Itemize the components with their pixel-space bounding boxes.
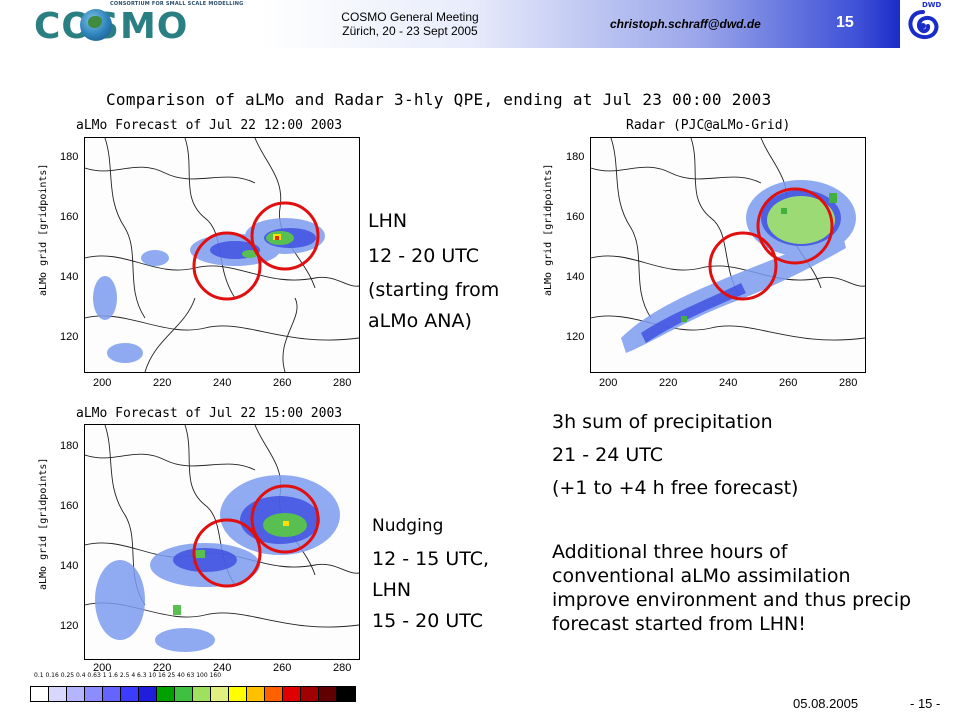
y-tick: 120 [60, 331, 79, 343]
footer-page-number: - 15 - [910, 696, 941, 711]
x-tick: 200 [599, 377, 618, 389]
panel-title-top-right: Radar (PJC@aLMo-Grid) [626, 118, 791, 133]
x-tick: 280 [839, 377, 858, 389]
color-scale-swatch [301, 687, 319, 701]
color-scale-swatch [337, 687, 355, 701]
meeting-title: COSMO General Meeting [341, 10, 479, 24]
color-scale-swatch [175, 687, 193, 701]
sum-line-1: 3h sum of precipitation [552, 411, 773, 433]
y-axis-label-top-left: aLMo grid [gridpoints] [38, 163, 49, 296]
nudging-line-3: LHN [372, 579, 412, 601]
lhn-line-2: 12 - 20 UTC [368, 245, 479, 267]
map-top-left [84, 137, 360, 373]
x-tick: 200 [93, 662, 112, 674]
y-axis-label-top-right: aLMo grid [gridpoints] [543, 163, 554, 296]
color-scale-swatch [121, 687, 139, 701]
meeting-info: COSMO General Meeting Zürich, 20 - 23 Se… [300, 10, 520, 38]
lhn-line-4: aLMo ANA) [368, 310, 472, 332]
color-scale-swatch [229, 687, 247, 701]
footer-date: 05.08.2005 [793, 696, 859, 711]
dwd-swirl-icon [908, 10, 939, 39]
x-tick: 240 [213, 377, 232, 389]
sum-line-3: (+1 to +4 h free forecast) [552, 477, 799, 499]
color-scale-swatch [67, 687, 85, 701]
y-tick: 160 [60, 500, 79, 512]
y-tick: 140 [566, 271, 585, 283]
nudging-line-2: 12 - 15 UTC, [372, 548, 490, 570]
x-tick: 200 [93, 377, 112, 389]
globe-icon [80, 9, 112, 41]
x-tick: 260 [273, 662, 292, 674]
x-tick: 220 [153, 377, 172, 389]
lhn-line-3: (starting from [368, 279, 500, 301]
cosmo-logo: CONSORTIUM FOR SMALL SCALE MODELLING COS… [34, 0, 243, 47]
panel-title-top-left: aLMo Forecast of Jul 22 12:00 2003 [76, 118, 343, 133]
logo-tagline: CONSORTIUM FOR SMALL SCALE MODELLING [110, 1, 244, 7]
color-scale-swatch [265, 687, 283, 701]
color-scale [30, 686, 356, 702]
lhn-line-1: LHN [368, 210, 408, 232]
color-scale-swatch [103, 687, 121, 701]
x-tick: 240 [213, 662, 232, 674]
slide-header: CONSORTIUM FOR SMALL SCALE MODELLING COS… [0, 0, 960, 48]
conclusion-paragraph: Additional three hours of conventional a… [552, 541, 912, 635]
color-scale-swatch [85, 687, 103, 701]
color-scale-swatch [31, 687, 49, 701]
nudging-line-1: Nudging [372, 516, 444, 536]
sum-line-2: 21 - 24 UTC [552, 444, 663, 466]
map-graphic-top-left [85, 138, 359, 372]
map-top-right [590, 137, 866, 373]
panel-title-bottom-left: aLMo Forecast of Jul 22 15:00 2003 [76, 406, 343, 421]
y-tick: 160 [566, 211, 585, 223]
y-tick: 180 [566, 151, 585, 163]
x-tick: 260 [779, 377, 798, 389]
main-title: Comparison of aLMo and Radar 3-hly QPE, … [106, 90, 772, 109]
color-scale-swatch [247, 687, 265, 701]
author-email: christoph.schraff@dwd.de [610, 17, 761, 31]
color-scale-swatch [319, 687, 337, 701]
dwd-logo: DWD [900, 0, 960, 48]
color-scale-swatch [139, 687, 157, 701]
y-axis-label-bottom-left: aLMo grid [gridpoints] [38, 457, 49, 590]
dwd-label: DWD [922, 1, 942, 9]
y-tick: 140 [60, 560, 79, 572]
y-tick: 120 [566, 331, 585, 343]
y-tick: 140 [60, 271, 79, 283]
color-scale-swatch [193, 687, 211, 701]
x-tick: 280 [333, 662, 352, 674]
slide-number: 15 [836, 14, 854, 31]
x-tick: 280 [333, 377, 352, 389]
y-tick: 160 [60, 211, 79, 223]
x-tick: 240 [719, 377, 738, 389]
color-scale-swatch [211, 687, 229, 701]
nudging-line-4: 15 - 20 UTC [372, 610, 483, 632]
y-tick: 180 [60, 151, 79, 163]
color-scale-swatch [49, 687, 67, 701]
meeting-place-date: Zürich, 20 - 23 Sept 2005 [342, 24, 478, 38]
color-scale-swatch [283, 687, 301, 701]
color-scale-swatch [157, 687, 175, 701]
map-bottom-left [84, 424, 360, 660]
color-scale-labels: 0.1 0.16 0.25 0.4 0.63 1 1.6 2.5 4 6.3 1… [34, 672, 222, 679]
x-tick: 220 [659, 377, 678, 389]
y-tick: 180 [60, 440, 79, 452]
x-tick: 260 [273, 377, 292, 389]
x-tick: 220 [153, 662, 172, 674]
y-tick: 120 [60, 620, 79, 632]
map-graphic-top-right [591, 138, 865, 353]
map-graphic-bottom-left [85, 425, 359, 652]
